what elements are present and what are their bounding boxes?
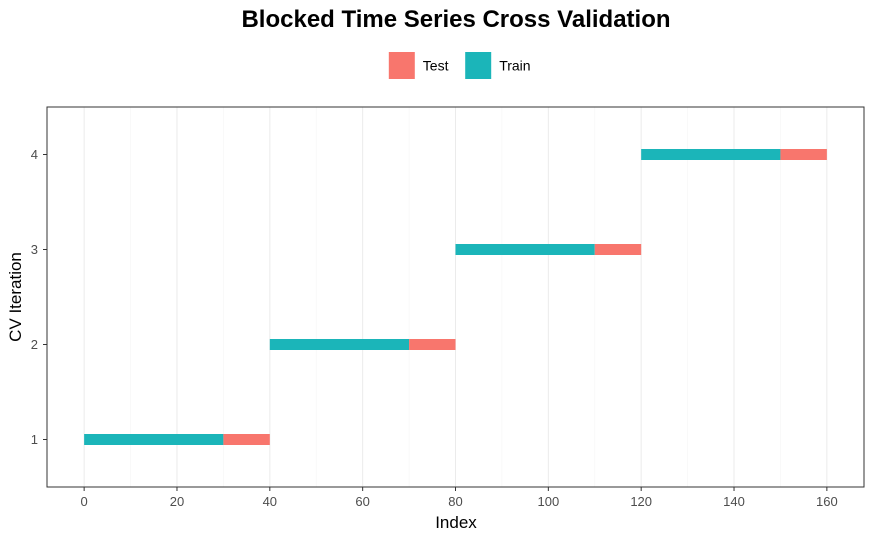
x-tick-label: 140 xyxy=(723,494,745,509)
legend-label-train: Train xyxy=(499,58,530,74)
test-bar-iteration-3 xyxy=(594,244,642,255)
x-tick-label: 80 xyxy=(448,494,462,509)
x-tick-label: 120 xyxy=(630,494,652,509)
legend-key-train xyxy=(465,52,492,79)
train-bar-iteration-4 xyxy=(641,149,781,160)
legend-label-test: Test xyxy=(423,58,449,74)
x-tick-label: 20 xyxy=(170,494,184,509)
x-tick-label: 40 xyxy=(263,494,277,509)
test-bar-iteration-1 xyxy=(223,434,270,445)
x-tick-label: 0 xyxy=(81,494,88,509)
x-tick-label: 160 xyxy=(816,494,838,509)
legend: Test Train xyxy=(388,52,531,79)
test-bar-iteration-4 xyxy=(780,149,827,160)
legend-key-test xyxy=(388,52,415,79)
x-axis-title: Index xyxy=(435,513,477,532)
y-tick-label: 3 xyxy=(31,242,38,257)
bars xyxy=(84,149,827,445)
train-bar-iteration-1 xyxy=(84,434,224,445)
x-tick-label: 100 xyxy=(537,494,559,509)
train-bar-iteration-3 xyxy=(455,244,595,255)
y-axis: 1 2 3 4 xyxy=(31,147,47,447)
test-bar-iteration-2 xyxy=(409,339,456,350)
x-tick-label: 60 xyxy=(355,494,369,509)
x-axis: 0 20 40 60 80 100 120 140 160 xyxy=(81,487,838,509)
train-bar-iteration-2 xyxy=(269,339,410,350)
y-tick-label: 1 xyxy=(31,432,38,447)
y-tick-label: 4 xyxy=(31,147,38,162)
grid-lines xyxy=(83,107,828,487)
chart-title: Blocked Time Series Cross Validation xyxy=(241,6,670,33)
y-tick-label: 2 xyxy=(31,337,38,352)
y-axis-title: CV Iteration xyxy=(6,252,25,342)
